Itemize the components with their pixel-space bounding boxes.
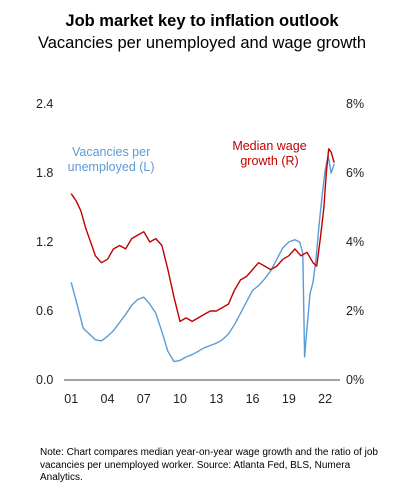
y-left-tick-label: 0.6 xyxy=(36,304,53,318)
x-tick-label: 04 xyxy=(101,392,115,406)
vacancies-series-line xyxy=(70,155,335,363)
y-right-tick-label: 2% xyxy=(346,304,364,318)
y-right-tick-label: 8% xyxy=(346,97,364,111)
y-left-tick-label: 0.0 xyxy=(36,373,53,387)
y-left-tick-label: 1.8 xyxy=(36,166,53,180)
x-tick-label: 13 xyxy=(209,392,223,406)
series-label: unemployed (L) xyxy=(68,160,155,174)
chart-title: Job market key to inflation outlook xyxy=(65,12,339,30)
x-tick-label: 19 xyxy=(282,392,296,406)
series-label: Median wage xyxy=(232,139,306,153)
y-right-tick-label: 6% xyxy=(346,166,364,180)
y-left-tick-label: 2.4 xyxy=(36,97,53,111)
chart-subtitle: Vacancies per unemployed and wage growth xyxy=(37,34,367,52)
wage-growth-series-line xyxy=(70,148,335,323)
chart-svg: 01 04 07 10 13 16 19 22 0.0 0.6 1.2 1.8 2.4 0% 2% 4% 6% 8… xyxy=(36,97,364,406)
x-tick-label: 10 xyxy=(173,392,187,406)
y-left-tick-label: 1.2 xyxy=(36,235,53,249)
series-label: growth (R) xyxy=(240,154,298,168)
x-tick-label: 16 xyxy=(246,392,260,406)
series-label: Vacancies per xyxy=(72,145,150,159)
x-tick-label: 22 xyxy=(318,392,332,406)
x-tick-label: 07 xyxy=(137,392,151,406)
chart-note: Note: Chart compares median year-on-year… xyxy=(40,447,378,483)
y-right-tick-label: 0% xyxy=(346,373,364,387)
x-tick-label: 01 xyxy=(64,392,78,406)
y-right-tick-label: 4% xyxy=(346,235,364,249)
